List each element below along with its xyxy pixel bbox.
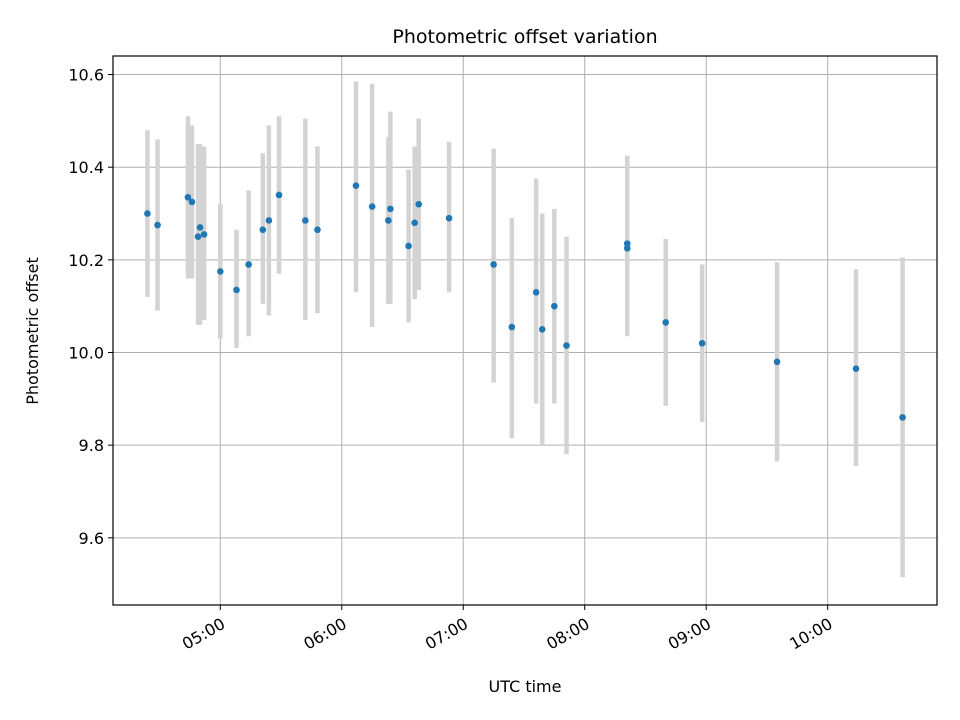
data-point [623,244,631,252]
chart-title: Photometric offset variation [392,26,657,48]
data-point [623,240,631,247]
data-point [184,194,192,201]
data-point [538,326,546,333]
data-point [352,182,360,190]
data-point [144,210,151,217]
y-tick-label: 9.8 [79,436,104,455]
data-point [662,319,670,326]
data-point [233,286,240,294]
data-point [551,302,558,310]
y-tick-label: 9.6 [79,529,104,548]
data-point [245,261,252,268]
data-point [217,268,224,275]
data-point [532,288,540,296]
data-point [387,205,394,213]
plot-frame [112,55,938,606]
data-points [144,182,906,421]
data-point [196,224,204,231]
data-point [773,358,781,366]
data-point [899,414,906,421]
data-point [411,219,418,227]
y-axis-label: Photometric offset [23,257,42,405]
data-point [200,231,208,238]
y-tick-label: 10.0 [68,344,104,363]
data-point [302,217,309,224]
data-point [314,226,321,234]
data-point [445,214,453,222]
data-point [265,217,273,224]
data-point [563,342,570,349]
y-tick-label: 10.6 [68,66,104,85]
data-point [385,217,392,224]
data-point [508,323,516,331]
data-point [275,191,283,199]
grid [113,56,937,605]
data-point [415,200,423,208]
data-point [259,226,267,234]
x-axis-label: UTC time [489,677,562,696]
data-point [154,221,161,229]
y-axis-ticks: 9.6 9.8 10.0 10.2 10.4 10.6 [68,66,113,548]
data-point [490,261,497,268]
y-tick-label: 10.2 [68,251,104,270]
data-point [405,242,412,250]
data-point [368,203,376,210]
y-tick-label: 10.4 [68,158,104,177]
data-point [194,233,202,240]
data-point [852,365,860,373]
data-point [698,339,706,347]
data-point [188,198,196,206]
